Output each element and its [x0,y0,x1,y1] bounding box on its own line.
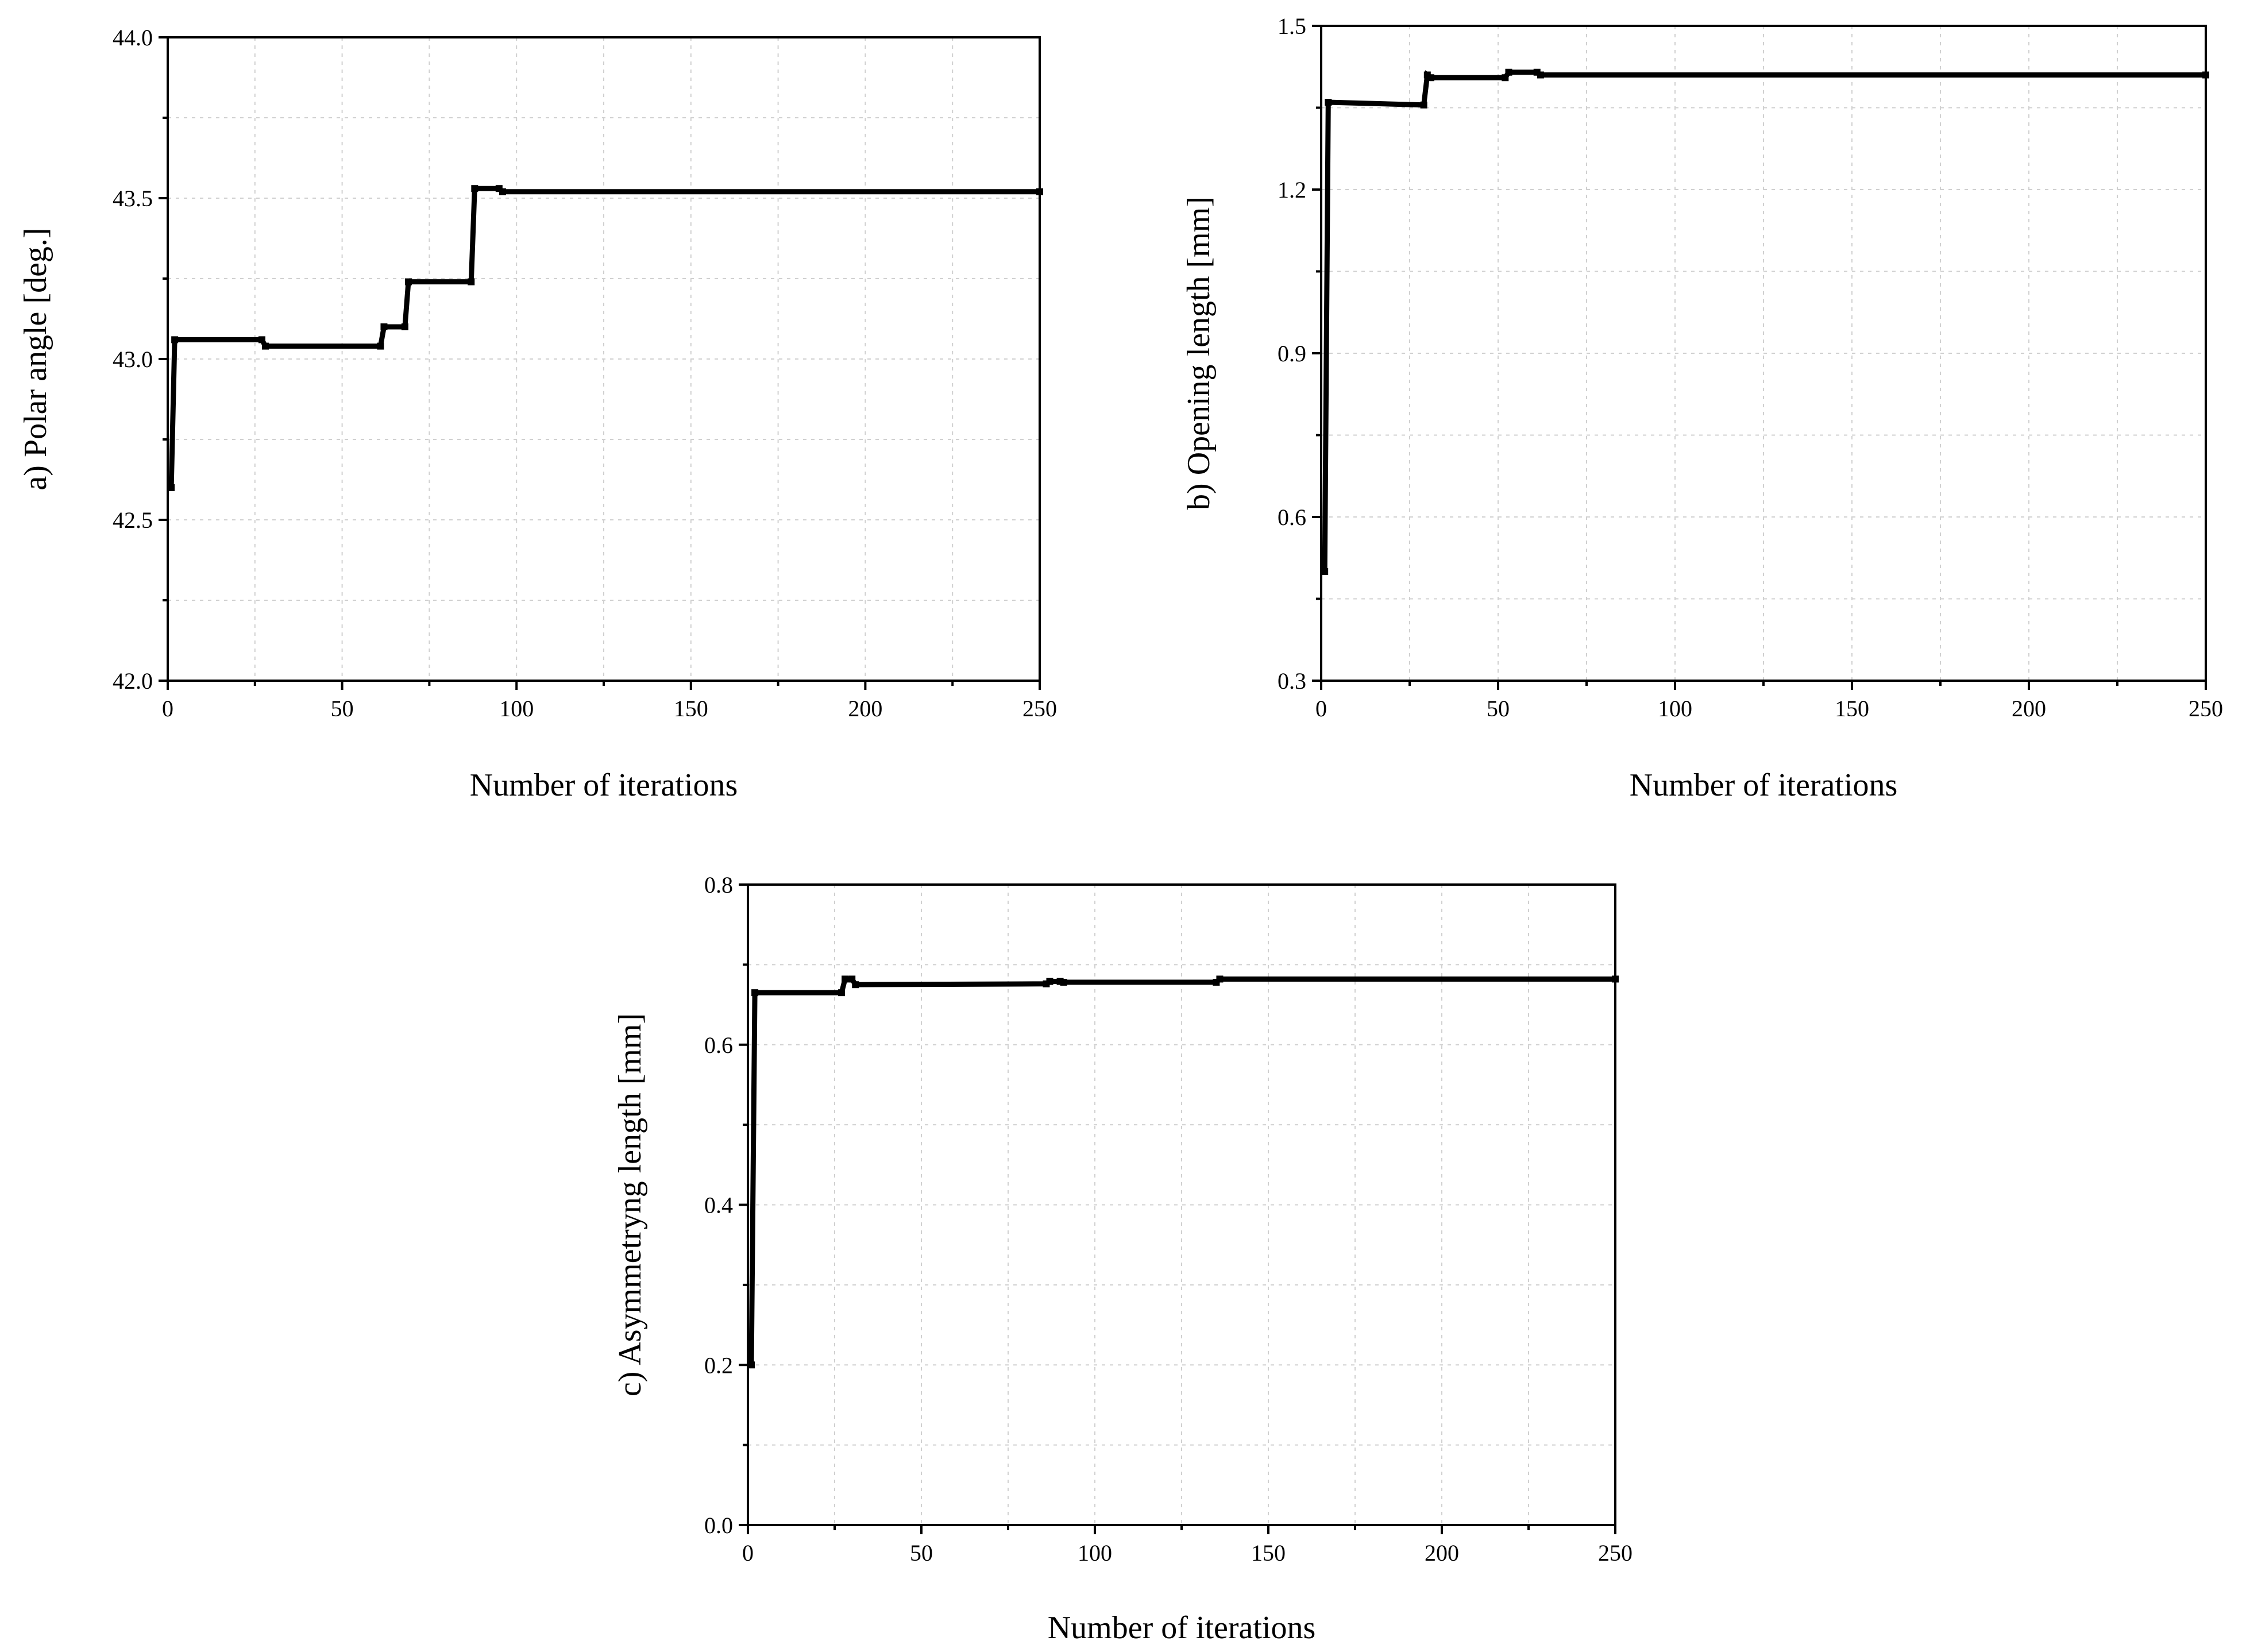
data-point [499,188,506,195]
y-axis-title: c) Asymmetryng length [mm] [612,1013,648,1396]
chart-panel-b: 0 50 100 150 200 250 0.3 0.6 0.9 1.2 1.5 Number of … [1181,13,2223,803]
data-point [377,342,384,350]
x-axis-title: Number of iterations [1048,1610,1316,1646]
y-tick-label: 0.3 [1278,668,1306,694]
y-tick-label: 0.0 [704,1512,733,1538]
x-axis-title: Number of iterations [470,767,738,803]
series-line [168,186,1040,488]
data-point [1325,99,1332,106]
data-point [1036,188,1043,195]
data-point [468,278,475,285]
data-point [258,336,265,343]
x-tick-label: 250 [1598,1540,1633,1566]
data-point [1420,101,1427,109]
data-point [1060,979,1067,986]
x-tick-label: 50 [331,696,354,721]
data-point [262,342,269,350]
x-tick-label: 0 [1315,696,1327,721]
x-tick-label: 100 [1658,696,1692,721]
y-tick-label: 0.8 [704,872,733,898]
data-point [471,185,478,192]
data-point [1537,71,1544,79]
y-tick-label: 1.5 [1278,13,1306,39]
x-tick-label: 100 [1078,1540,1112,1566]
data-point [2202,71,2209,79]
y-tick-label: 44.0 [113,25,153,51]
y-axis-title: a) Polar angle [deg.] [18,227,53,490]
series-line [1322,70,2206,572]
x-tick-label: 200 [2012,696,2046,721]
x-tick-label: 200 [848,696,882,721]
data-point [404,278,412,285]
data-point [380,323,388,330]
x-tick-label: 0 [742,1540,754,1566]
data-point [1321,568,1329,575]
x-tick-label: 150 [1835,696,1869,721]
x-tick-label: 50 [910,1540,933,1566]
data-point [1427,74,1434,82]
data-point [1502,74,1509,82]
x-tick-label: 50 [1487,696,1510,721]
data-point [848,975,856,983]
data-point [838,989,846,997]
y-tick-label: 0.2 [704,1352,733,1378]
data-point [1505,68,1512,76]
data-point [852,981,859,989]
y-tick-label: 0.6 [704,1032,733,1058]
data-point [1046,978,1053,985]
data-point [748,1361,755,1369]
series-line [748,976,1615,1365]
data-point [1612,975,1619,983]
y-tick-label: 0.6 [1278,504,1306,530]
x-tick-label: 150 [1251,1540,1286,1566]
x-axis-title: Number of iterations [1630,767,1898,803]
y-tick-label: 42.5 [113,507,153,533]
x-tick-label: 200 [1425,1540,1459,1566]
data-point [401,323,408,330]
x-tick-label: 0 [162,696,173,721]
y-tick-label: 42.0 [113,668,153,694]
x-tick-label: 100 [499,696,534,721]
y-tick-label: 43.0 [113,346,153,372]
x-tick-label: 150 [674,696,708,721]
y-axis-title: b) Opening length [mm] [1181,196,1217,510]
chart-panel-a: 0 50 100 150 200 250 42.0 42.5 43.0 43.5 44.0 Numbe… [18,25,1057,803]
x-tick-label: 250 [1022,696,1057,721]
chart-panel-c: 0 50 100 150 200 250 0.0 0.2 0.4 0.6 0.8 Number of … [612,872,1633,1646]
y-tick-label: 43.5 [113,186,153,211]
data-point [751,989,759,997]
y-tick-label: 0.9 [1278,341,1306,366]
data-point [1216,975,1224,983]
y-tick-label: 1.2 [1278,177,1306,203]
data-point [168,484,175,491]
x-tick-label: 250 [2189,696,2223,721]
data-point [842,975,849,983]
y-tick-label: 0.4 [704,1192,733,1218]
data-point [171,336,179,343]
